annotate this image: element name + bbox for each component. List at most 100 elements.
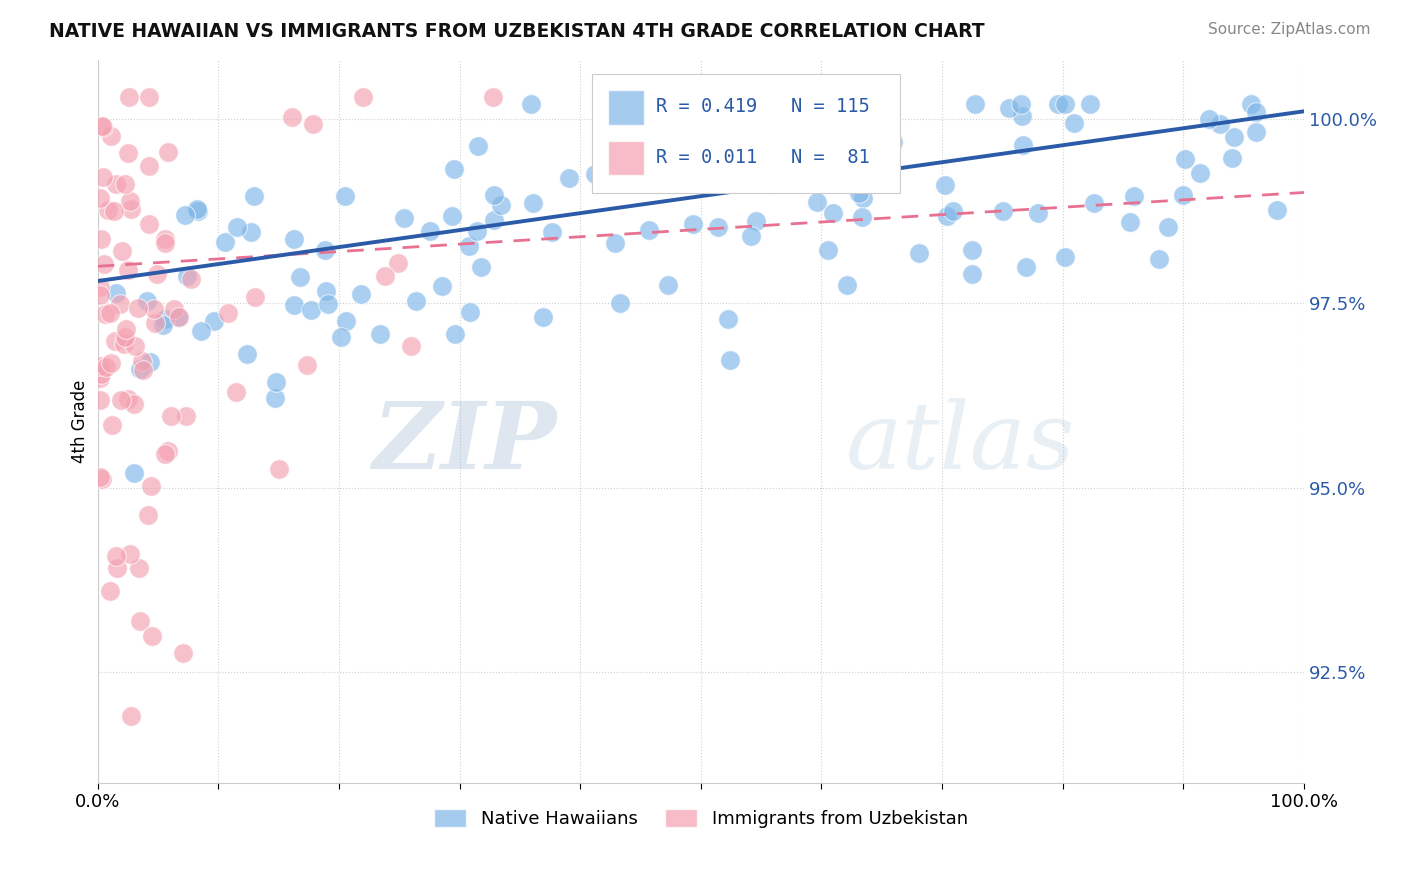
Point — [136, 508, 159, 523]
Point — [112, 336, 135, 351]
Point — [960, 267, 983, 281]
Text: NATIVE HAWAIIAN VS IMMIGRANTS FROM UZBEKISTAN 4TH GRADE CORRELATION CHART: NATIVE HAWAIIAN VS IMMIGRANTS FROM UZBEK… — [49, 22, 984, 41]
Point — [89, 359, 111, 373]
Point — [118, 547, 141, 561]
Point — [240, 225, 263, 239]
Point — [799, 176, 821, 190]
Point — [186, 202, 208, 216]
Point — [283, 298, 305, 312]
Point — [1265, 202, 1288, 217]
Point — [316, 297, 339, 311]
Point — [98, 306, 121, 320]
Point — [90, 232, 112, 246]
Point — [214, 235, 236, 249]
Point — [352, 89, 374, 103]
Point — [139, 355, 162, 369]
Point — [295, 358, 318, 372]
Point — [131, 353, 153, 368]
Point — [93, 257, 115, 271]
Point — [852, 191, 875, 205]
Point — [153, 446, 176, 460]
Point — [605, 236, 627, 251]
Point — [225, 385, 247, 400]
Point — [141, 629, 163, 643]
Point — [1156, 220, 1178, 235]
Point — [299, 302, 322, 317]
Point — [143, 301, 166, 316]
Point — [1063, 116, 1085, 130]
Point — [120, 709, 142, 723]
Point — [682, 217, 704, 231]
Point — [89, 280, 111, 294]
Point — [991, 204, 1014, 219]
Point — [105, 177, 128, 191]
Point — [458, 239, 481, 253]
Point — [541, 225, 564, 239]
Point — [683, 130, 706, 145]
Point — [762, 177, 785, 191]
Point — [127, 301, 149, 315]
Point — [484, 213, 506, 227]
Point — [583, 167, 606, 181]
Text: R = 0.419   N = 115: R = 0.419 N = 115 — [657, 97, 870, 116]
Point — [745, 214, 768, 228]
Point — [314, 243, 336, 257]
Point — [202, 314, 225, 328]
Point — [91, 120, 114, 135]
Point — [91, 170, 114, 185]
Point — [153, 311, 176, 326]
Point — [1174, 152, 1197, 166]
Point — [174, 409, 197, 424]
Point — [740, 229, 762, 244]
Point — [441, 209, 464, 223]
Point — [934, 178, 956, 192]
Point — [1220, 152, 1243, 166]
Point — [217, 305, 239, 319]
Bar — [607, 141, 644, 176]
Point — [718, 352, 741, 367]
Point — [1015, 260, 1038, 274]
Point — [1246, 125, 1268, 139]
Y-axis label: 4th Grade: 4th Grade — [72, 380, 89, 463]
Point — [368, 327, 391, 342]
Point — [419, 224, 441, 238]
Text: ZIP: ZIP — [371, 398, 555, 488]
Point — [153, 232, 176, 246]
Point — [823, 206, 845, 220]
Point — [817, 244, 839, 258]
Point — [335, 314, 357, 328]
Point — [89, 470, 111, 484]
Point — [835, 277, 858, 292]
Point — [467, 139, 489, 153]
Point — [470, 260, 492, 275]
Point — [1122, 188, 1144, 202]
Point — [114, 177, 136, 191]
Point — [89, 371, 111, 385]
Point — [1222, 129, 1244, 144]
Point — [118, 89, 141, 103]
Point — [176, 268, 198, 283]
Point — [1244, 104, 1267, 119]
Point — [1010, 96, 1032, 111]
Point — [882, 135, 904, 149]
Point — [90, 119, 112, 133]
Point — [443, 162, 465, 177]
Point — [117, 146, 139, 161]
Point — [290, 270, 312, 285]
Point — [713, 161, 735, 176]
Point — [108, 297, 131, 311]
Point — [1078, 96, 1101, 111]
Point — [135, 294, 157, 309]
Point — [101, 417, 124, 432]
Point — [110, 393, 132, 408]
Point — [146, 267, 169, 281]
Point — [115, 322, 138, 336]
Point — [226, 219, 249, 234]
Point — [100, 356, 122, 370]
Point — [657, 278, 679, 293]
Point — [114, 330, 136, 344]
Point — [706, 219, 728, 234]
Point — [243, 189, 266, 203]
Point — [619, 140, 641, 154]
Point — [129, 614, 152, 628]
